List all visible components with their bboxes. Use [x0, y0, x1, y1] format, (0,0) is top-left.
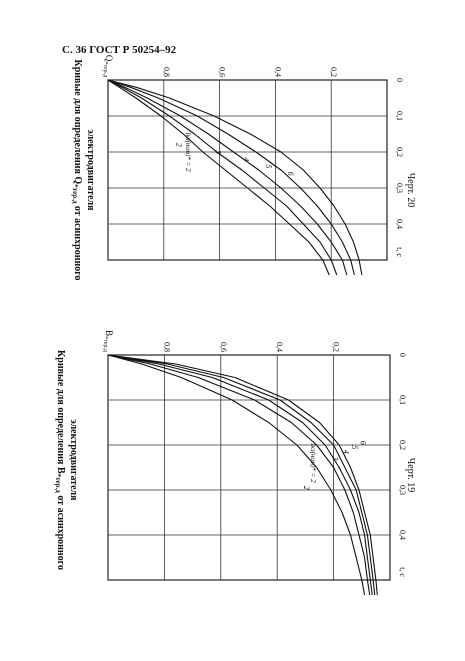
y-tick-label: 0,6 [218, 67, 227, 77]
chart-20-title: Кривые для определения Q*тер.д от асинхр… [71, 59, 96, 280]
chart-caption: Черт. 20 [405, 173, 416, 207]
series-line-6 [107, 354, 378, 596]
y-tick-label: 0,8 [162, 67, 171, 77]
y-tick-label: 0,4 [275, 342, 284, 352]
chart-title-line-2: электродвигателя [68, 419, 79, 501]
y-axis-label-sub: *тер.д [102, 336, 108, 352]
y-tick-label: 0,4 [273, 67, 282, 77]
chart-title-text: Кривые для определения B [55, 350, 66, 474]
chart-title-subscript: *тер.д [71, 184, 79, 204]
curve-annotation: Iкз(ном)* = 2 [184, 131, 192, 172]
series-line-5 [107, 79, 338, 276]
series-label-5: 5 [350, 445, 359, 449]
x-tick-label: 0,3 [395, 183, 404, 193]
y-tick-label: 0,6 [219, 342, 228, 352]
plot-frame [107, 354, 391, 581]
x-axis-label: t, с [398, 567, 407, 577]
chart-title-text: Кривые для определения Q [72, 59, 83, 184]
series-label-5: 5 [264, 164, 273, 168]
curve-annotation: Iкз(ном)* = 2 [309, 442, 317, 483]
chart-20: 00,10,20,30,4t, с0,20,40,60,8Q*тер.д2345… [71, 55, 416, 281]
x-tick-label: 0,4 [398, 530, 407, 540]
series-label-3: 3 [214, 149, 223, 154]
plot-frame [107, 79, 388, 261]
chart-caption: Черт. 19 [405, 458, 416, 492]
x-axis-label: t, с [395, 247, 404, 257]
series-label-4: 4 [242, 157, 251, 161]
chart-19-title: Кривые для определения B*тер.д от асинхр… [54, 350, 79, 570]
x-tick-label: 0,3 [398, 485, 407, 495]
x-tick-label: 0 [395, 78, 404, 82]
x-tick-label: 0 [398, 353, 407, 357]
x-tick-label: 0,2 [395, 147, 404, 157]
chart-20-caption: Черт. 20 [405, 173, 416, 207]
y-tick-label: 0,8 [162, 342, 171, 352]
chart-title-line-2: электродвигателя [85, 129, 96, 211]
y-tick-label: 0,2 [329, 67, 338, 77]
chart-19-caption: Черт. 19 [405, 458, 416, 492]
chart-title-line-1: Кривые для определения B*тер.д от асинхр… [54, 350, 66, 570]
chart-20-plot-area: 0 0,1 0,2 0,3 0,4 t, с 0,2 0,4 0,6 0,8 Q*тер.д 2 3 4 5… [102, 55, 404, 276]
y-axis-label-main: Q [104, 55, 114, 62]
x-tick-label: 0,1 [398, 395, 407, 405]
series-line-4 [107, 354, 373, 596]
y-axis-label: Q*тер.д [102, 55, 114, 77]
y-axis-label-sub: *тер.д [102, 61, 108, 77]
series-line-2 [107, 354, 366, 596]
x-tick-label: 0,2 [398, 440, 407, 450]
series-label-3: 3 [330, 456, 339, 461]
series-label-6: 6 [286, 172, 295, 176]
y-tick-label: 0,2 [332, 342, 341, 352]
chart-title-subscript: *тер.д [54, 474, 62, 494]
series-label-4: 4 [342, 450, 351, 454]
series-label-2: 2 [175, 143, 184, 147]
series-line-3 [107, 354, 371, 596]
series-label-6: 6 [359, 441, 368, 445]
series-line-4 [107, 79, 348, 276]
chart-19: 00,10,20,30,4t, с0,20,40,60,8B*тер.д2345… [54, 330, 416, 596]
page-header: С. 36 ГОСТ Р 50254–92 [62, 44, 177, 56]
series-line-5 [107, 354, 376, 596]
x-tick-label: 0,1 [395, 111, 404, 121]
x-tick-label: 0,4 [395, 219, 404, 229]
series-line-2 [107, 79, 363, 276]
series-label-2: 2 [302, 486, 311, 490]
series-line-6 [107, 79, 330, 276]
chart-title-line-1: Кривые для определения Q*тер.д от асинхр… [71, 59, 83, 280]
chart-title-tail: от асинхронного [72, 203, 83, 280]
chart-19-plot-area: 0 0,1 0,2 0,3 0,4 t, с 0,2 0,4 0,6 0,8 B*тер.д 2 345… [102, 330, 407, 596]
y-axis-label: B*тер.д [102, 330, 114, 352]
chart-title-tail: от асинхронного [55, 493, 66, 570]
series-line-3 [107, 79, 355, 276]
y-axis-label-main: B [104, 330, 114, 336]
